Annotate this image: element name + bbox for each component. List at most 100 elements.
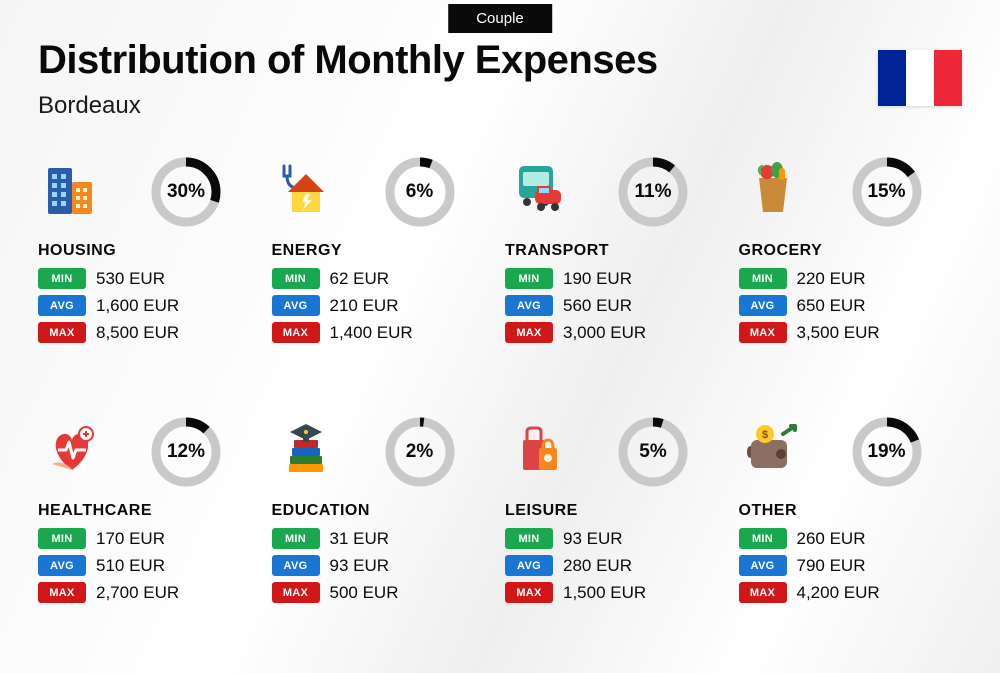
min-value: 31 EUR — [330, 529, 390, 549]
percentage-donut: 2% — [382, 414, 458, 490]
education-icon — [272, 416, 340, 484]
household-badge: Couple — [448, 4, 552, 33]
max-pill: MAX — [739, 322, 787, 343]
stat-row-avg: AVG 93 EUR — [272, 555, 399, 576]
avg-pill: AVG — [505, 295, 553, 316]
min-pill: MIN — [505, 268, 553, 289]
stats-block: MIN 62 EUR AVG 210 EUR MAX1,400 EUR — [272, 268, 413, 349]
category-name: HOUSING — [38, 242, 116, 260]
stat-row-max: MAX1,400 EUR — [272, 322, 413, 343]
stats-block: MIN 93 EUR AVG280 EUR MAX 1,500 EUR — [505, 528, 646, 609]
stat-row-max: MAX 500 EUR — [272, 582, 399, 603]
country-flag — [878, 50, 962, 106]
percentage-donut: 11% — [615, 154, 691, 230]
min-pill: MIN — [38, 268, 86, 289]
category-card: 12% HEALTHCARE MIN 170 EUR AVG 510 EUR MAX 2,70… — [38, 410, 262, 650]
avg-value: 93 EUR — [330, 556, 390, 576]
avg-value: 510 EUR — [96, 556, 165, 576]
stats-block: MIN190 EURAVG560 EURMAX3,000 EUR — [505, 268, 646, 349]
flag-stripe-3 — [934, 50, 962, 106]
max-value: 500 EUR — [330, 583, 399, 603]
stat-row-min: MIN 93 EUR — [505, 528, 646, 549]
avg-value: 790 EUR — [797, 556, 866, 576]
page-title: Distribution of Monthly Expenses — [38, 38, 658, 83]
percentage-donut: 30% — [148, 154, 224, 230]
percentage-label: 12% — [148, 414, 224, 490]
stats-block: MIN 170 EUR AVG 510 EUR MAX 2,700 EUR — [38, 528, 179, 609]
avg-pill: AVG — [38, 555, 86, 576]
stat-row-max: MAX3,000 EUR — [505, 322, 646, 343]
min-value: 220 EUR — [797, 269, 866, 289]
avg-value: 210 EUR — [330, 296, 399, 316]
grocery-icon — [739, 156, 807, 224]
avg-pill: AVG — [272, 555, 320, 576]
category-name: HEALTHCARE — [38, 502, 152, 520]
svg-text:$: $ — [761, 429, 767, 441]
max-value: 8,500 EUR — [96, 323, 179, 343]
flag-stripe-2 — [906, 50, 934, 106]
stat-row-avg: AVG 560 EUR — [505, 295, 646, 316]
max-value: 3,500 EUR — [797, 323, 880, 343]
stat-row-avg: AVG 510 EUR — [38, 555, 179, 576]
min-value: 170 EUR — [96, 529, 165, 549]
min-value: 93 EUR — [563, 529, 623, 549]
stats-block: MIN260 EURAVG790 EURMAX4,200 EUR — [739, 528, 880, 609]
avg-value: 1,600 EUR — [96, 296, 179, 316]
max-pill: MAX — [272, 582, 320, 603]
flag-stripe-1 — [878, 50, 906, 106]
stat-row-min: MIN 31 EUR — [272, 528, 399, 549]
max-pill: MAX — [505, 582, 553, 603]
min-value: 62 EUR — [330, 269, 390, 289]
stats-block: MIN220 EURAVG650 EURMAX3,500 EUR — [739, 268, 880, 349]
category-card: 11%TRANSPORTMIN190 EURAVG560 EURMAX3,000… — [505, 150, 729, 390]
stat-row-avg: AVG280 EUR — [505, 555, 646, 576]
category-card: 15%GROCERYMIN220 EURAVG650 EURMAX3,500 E… — [739, 150, 963, 390]
percentage-donut: 5% — [615, 414, 691, 490]
stat-row-min: MIN 62 EUR — [272, 268, 413, 289]
category-name: LEISURE — [505, 502, 578, 520]
stats-block: MIN 530 EUR AVG 1,600 EUR MAX 8,500 EUR — [38, 268, 179, 349]
avg-value: 560 EUR — [563, 296, 632, 316]
min-value: 260 EUR — [797, 529, 866, 549]
stat-row-max: MAX4,200 EUR — [739, 582, 880, 603]
percentage-label: 6% — [382, 154, 458, 230]
avg-pill: AVG — [505, 555, 553, 576]
stat-row-max: MAX 2,700 EUR — [38, 582, 179, 603]
avg-value: 650 EUR — [797, 296, 866, 316]
percentage-label: 2% — [382, 414, 458, 490]
stat-row-min: MIN 170 EUR — [38, 528, 179, 549]
min-value: 530 EUR — [96, 269, 165, 289]
category-name: EDUCATION — [272, 502, 370, 520]
max-value: 2,700 EUR — [96, 583, 179, 603]
min-pill: MIN — [739, 528, 787, 549]
category-card: $19%OTHERMIN260 EURAVG790 EURMAX4,200 EU… — [739, 410, 963, 650]
min-pill: MIN — [38, 528, 86, 549]
max-pill: MAX — [38, 322, 86, 343]
avg-pill: AVG — [38, 295, 86, 316]
avg-pill: AVG — [272, 295, 320, 316]
percentage-label: 5% — [615, 414, 691, 490]
max-pill: MAX — [505, 322, 553, 343]
percentage-label: 19% — [849, 414, 925, 490]
category-card: 5% LEISURE MIN 93 EUR AVG280 EUR MAX 1,500 EUR — [505, 410, 729, 650]
categories-grid: 30% HOUSING MIN 530 EUR AVG 1,600 EUR MAX 8,500… — [38, 150, 962, 650]
other-icon: $ — [739, 416, 807, 484]
leisure-icon — [505, 416, 573, 484]
max-pill: MAX — [739, 582, 787, 603]
min-pill: MIN — [739, 268, 787, 289]
stats-block: MIN 31 EUR AVG 93 EUR MAX 500 EUR — [272, 528, 399, 609]
stat-row-avg: AVG 1,600 EUR — [38, 295, 179, 316]
city-name: Bordeaux — [38, 92, 141, 120]
stat-row-min: MIN 260 EUR — [739, 528, 880, 549]
stat-row-min: MIN 530 EUR — [38, 268, 179, 289]
min-pill: MIN — [272, 528, 320, 549]
min-pill: MIN — [272, 268, 320, 289]
stat-row-min: MIN 220 EUR — [739, 268, 880, 289]
category-name: ENERGY — [272, 242, 343, 260]
transport-icon — [505, 156, 573, 224]
buildings-icon — [38, 156, 106, 224]
max-pill: MAX — [38, 582, 86, 603]
min-pill: MIN — [505, 528, 553, 549]
percentage-label: 15% — [849, 154, 925, 230]
max-value: 1,500 EUR — [563, 583, 646, 603]
